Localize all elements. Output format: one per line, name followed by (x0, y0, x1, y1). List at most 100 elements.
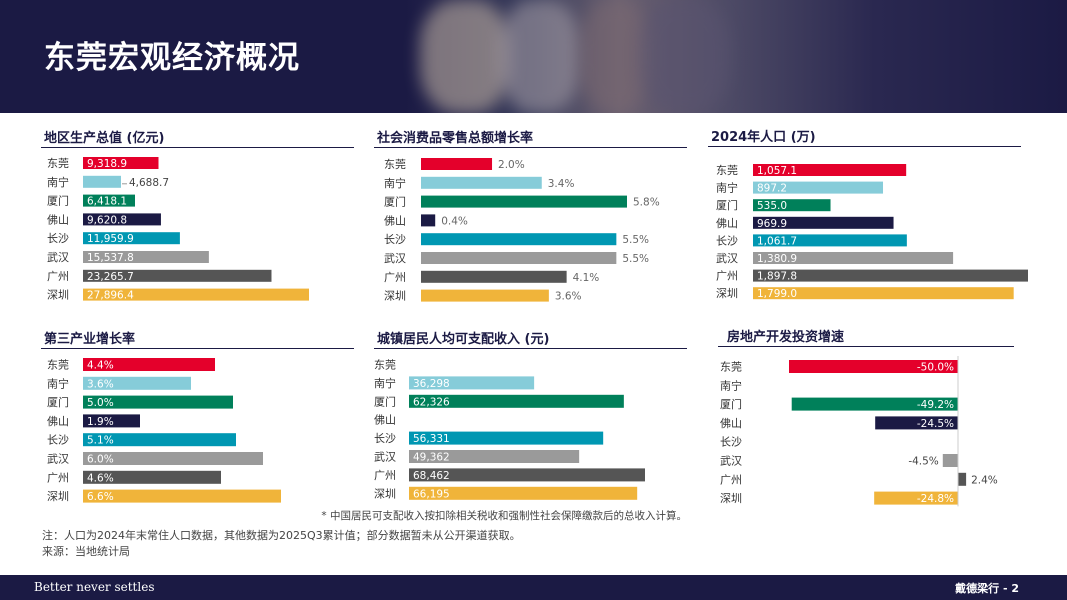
bar (942, 454, 958, 467)
data-label: 6,418.1 (87, 196, 127, 208)
data-label: 4.6% (87, 472, 114, 484)
category-label: 武汉 (47, 251, 69, 264)
category-label: 广州 (720, 473, 742, 486)
data-label: 9,620.8 (87, 214, 127, 226)
data-label: 0.4% (441, 215, 468, 227)
bar (421, 289, 549, 302)
bar (421, 270, 567, 283)
page-title: 东莞宏观经济概况 (44, 40, 300, 76)
data-label: 3.4% (548, 178, 575, 190)
category-label: 厦门 (47, 194, 69, 208)
category-label: 厦门 (47, 395, 69, 409)
data-label: 897.2 (757, 183, 787, 195)
data-label: 5.5% (622, 253, 649, 265)
footer-slogan: Better never settles (34, 580, 155, 594)
category-label: 厦门 (374, 394, 396, 408)
bar (83, 251, 209, 263)
data-label: 535.0 (757, 200, 787, 212)
data-label: 1,799.0 (757, 288, 797, 300)
bar (409, 450, 580, 463)
retail-chart: 东莞 2.0% 南宁 3.4% 厦门 5.8% 佛山 0.4% 长沙 5.5% 武汉 5.5% 广州 4.… (384, 158, 660, 303)
data-label: 1.9% (87, 416, 114, 428)
category-label: 南宁 (374, 376, 396, 390)
data-label: 49,362 (413, 452, 450, 464)
category-label: 佛山 (384, 214, 406, 227)
data-label: 23,265.7 (87, 271, 134, 283)
data-label: -50.0% (917, 362, 954, 374)
data-label: 6.0% (87, 454, 114, 466)
crowd-photo-blur (580, 0, 650, 113)
bar (409, 431, 604, 445)
bar (83, 157, 159, 169)
bar (791, 397, 958, 411)
bar (83, 376, 191, 390)
category-label: 南宁 (47, 175, 69, 189)
data-label: 9,318.9 (87, 158, 127, 170)
bar (83, 489, 281, 503)
title-rule (374, 147, 687, 148)
bar (83, 452, 263, 465)
footer-bar: Better never settles 戴德梁行 - 2 (0, 575, 1067, 600)
crowd-photo-blur (640, 0, 730, 113)
data-label: -24.5% (917, 418, 954, 430)
data-label: 36,298 (413, 378, 450, 390)
category-label: 武汉 (720, 455, 742, 468)
bar (753, 181, 884, 194)
bar (753, 199, 831, 212)
category-label: 深圳 (720, 492, 742, 505)
category-label: 东莞 (716, 164, 738, 177)
bar (789, 360, 958, 373)
category-label: 广州 (47, 270, 69, 283)
data-label: -4.5% (908, 456, 938, 468)
data-label: 1,057.1 (757, 165, 797, 177)
data-label: 66,195 (413, 488, 450, 500)
category-label: 东莞 (720, 361, 742, 374)
category-label: 武汉 (716, 252, 738, 265)
bar (409, 486, 638, 500)
data-label: 5.5% (622, 234, 649, 246)
data-label: 62,326 (413, 396, 450, 408)
category-label: 深圳 (47, 289, 69, 302)
data-label: 4.1% (573, 272, 600, 284)
chart-title: 地区生产总值 (亿元) (44, 131, 165, 146)
notes: 注：人口为2024年末常住人口数据，其他数据为2025Q3累计值；部分数据暂未从… (42, 528, 521, 560)
bar (753, 269, 1028, 282)
category-label: 南宁 (384, 176, 406, 190)
data-label: 5.1% (87, 435, 114, 447)
category-label: 长沙 (720, 436, 742, 449)
category-label: 厦门 (384, 195, 406, 209)
bar (83, 194, 135, 207)
category-label: 深圳 (716, 287, 738, 300)
category-label: 东莞 (384, 158, 406, 171)
chart-title: 城镇居民人均可支配收入 (元) (377, 332, 550, 347)
chart-title: 第三产业增长率 (44, 332, 136, 347)
category-label: 武汉 (47, 453, 69, 466)
category-label: 东莞 (47, 157, 69, 170)
bar (83, 232, 180, 245)
category-label: 武汉 (374, 451, 396, 464)
bar (421, 252, 617, 264)
bar (83, 358, 215, 371)
category-label: 厦门 (716, 198, 738, 212)
header-banner: 东莞宏观经济概况 (0, 0, 1067, 113)
bar (753, 287, 1014, 300)
data-label: 4.4% (87, 360, 114, 372)
data-label: 2.0% (498, 159, 525, 171)
bar (83, 175, 121, 188)
category-label: 长沙 (47, 434, 69, 447)
title-rule (41, 147, 354, 148)
data-label: 68,462 (413, 470, 450, 482)
bar (83, 470, 221, 484)
bar (421, 176, 542, 189)
bar (409, 394, 624, 408)
title-rule (41, 348, 354, 349)
category-label: 佛山 (716, 217, 738, 230)
bar (83, 213, 161, 226)
data-label: 5.8% (633, 197, 660, 209)
data-label: 56,331 (413, 433, 450, 445)
data-label: 5.0% (87, 397, 114, 409)
category-label: 广州 (47, 471, 69, 484)
chart-title: 房地产开发投资增速 (727, 330, 845, 345)
category-label: 南宁 (716, 181, 738, 195)
